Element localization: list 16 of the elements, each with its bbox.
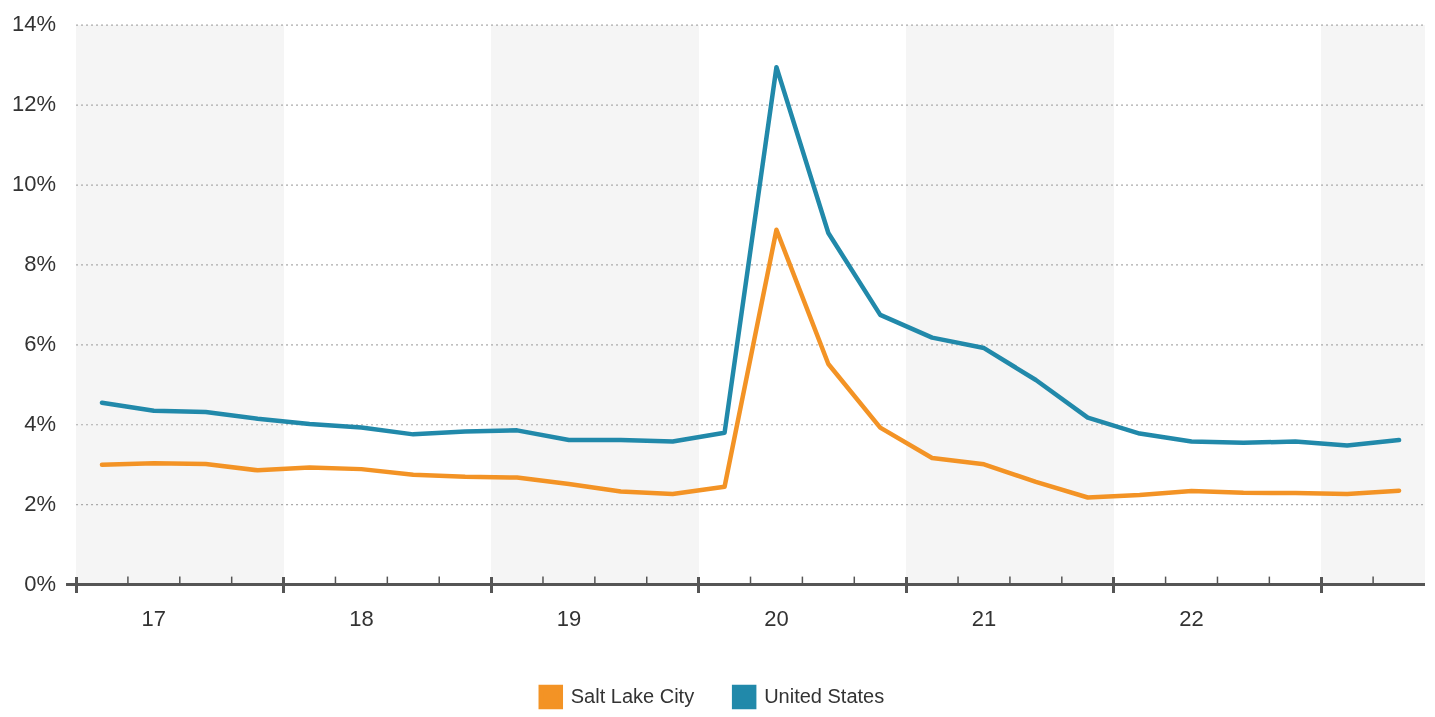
y-tick-label: 10% [11, 171, 57, 197]
y-tick-label: 6% [24, 330, 57, 356]
x-tick-label: 21 [971, 605, 997, 631]
legend-label: Salt Lake City [570, 684, 695, 707]
y-tick-label: 2% [24, 490, 57, 516]
y-tick-label: 4% [24, 410, 57, 436]
y-tick-label: 12% [11, 91, 57, 117]
x-tick-label: 20 [764, 605, 789, 631]
x-tick-label: 19 [556, 605, 582, 631]
x-tick-label: 18 [349, 605, 374, 631]
x-tick-label: 17 [141, 605, 167, 631]
y-tick-label: 8% [24, 251, 57, 277]
legend-label: United States [764, 684, 885, 707]
x-tick-label: 22 [1179, 605, 1204, 631]
y-tick-label: 0% [24, 570, 57, 596]
y-tick-label: 14% [11, 11, 57, 37]
